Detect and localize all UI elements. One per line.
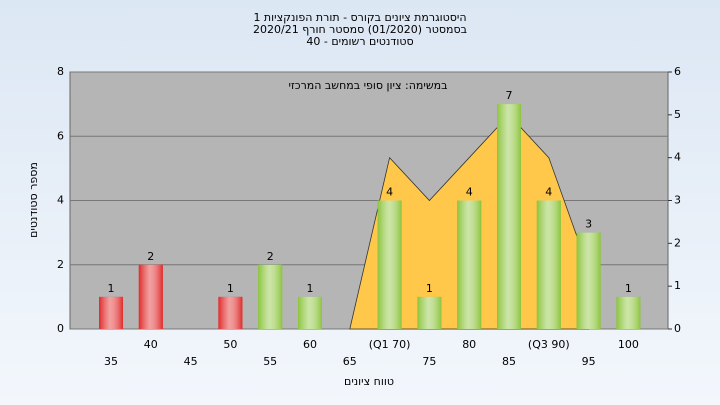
y2-tick-label: 4 (674, 151, 681, 164)
x-tick-label: 45 (184, 355, 198, 368)
annotation: במשימה: ציון סופי במחשב המרכזי (288, 79, 447, 92)
x-tick-label: 85 (502, 355, 516, 368)
bar (218, 296, 243, 329)
bar (536, 200, 561, 329)
bar (457, 200, 482, 329)
chart-title: היסטוגרמת ציונים בקורס - תורת הפונקציות … (253, 11, 466, 24)
bar (99, 296, 123, 329)
y2-tick-label: 0 (674, 322, 681, 335)
x-tick-label: 100 (618, 338, 639, 351)
data-label: 4 (545, 186, 552, 199)
x-tick-label: 35 (104, 355, 118, 368)
x-tick-label: (Q1 70) (369, 338, 411, 351)
y-tick-label: 6 (57, 129, 64, 142)
x-tick-label: 65 (343, 355, 357, 368)
data-label: 2 (147, 250, 154, 263)
data-label: 3 (585, 218, 592, 231)
bar (258, 264, 283, 329)
y2-tick-label: 5 (674, 108, 681, 121)
y2-tick-label: 2 (674, 236, 681, 249)
x-tick-label: 40 (144, 338, 158, 351)
x-tick-label: 80 (462, 338, 476, 351)
data-label: 1 (108, 282, 115, 295)
y-tick-label: 4 (57, 194, 64, 207)
y-axis-label: מספר סטודנטים (27, 162, 40, 238)
data-label: 4 (466, 186, 473, 199)
bar (497, 104, 521, 329)
x-tick-label: 95 (582, 355, 596, 368)
data-label: 4 (386, 186, 393, 199)
bar (576, 232, 601, 329)
y-tick-label: 8 (57, 65, 64, 78)
chart-subtitle: בסמסטר (01/2020) סמסטר חורף 2020/21 (253, 23, 467, 36)
bar (377, 200, 402, 329)
data-label: 7 (506, 89, 513, 102)
bar (298, 296, 322, 329)
y-tick-label: 0 (57, 322, 64, 335)
y2-tick-label: 6 (674, 65, 681, 78)
data-label: 1 (625, 282, 632, 295)
bar (138, 264, 163, 329)
x-tick-label: (Q3 90) (528, 338, 570, 351)
data-label: 1 (307, 282, 314, 295)
bar (616, 296, 641, 329)
data-label: 2 (267, 250, 274, 263)
x-axis-label: טווח ציונים (344, 375, 394, 388)
x-tick-label: 75 (422, 355, 436, 368)
chart-subtitle: סטודנטים רשומים - 40 (306, 35, 413, 48)
x-tick-label: 55 (263, 355, 277, 368)
y2-tick-label: 1 (674, 279, 681, 292)
y2-tick-label: 3 (674, 194, 681, 207)
data-label: 1 (227, 282, 234, 295)
x-tick-label: 60 (303, 338, 317, 351)
x-tick-label: 50 (223, 338, 237, 351)
data-label: 1 (426, 282, 433, 295)
y-tick-label: 2 (57, 258, 64, 271)
bar (417, 296, 442, 329)
